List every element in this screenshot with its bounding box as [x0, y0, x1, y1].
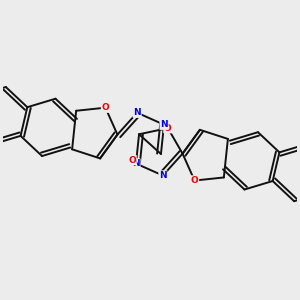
Text: N: N	[159, 171, 167, 180]
Text: O: O	[191, 176, 198, 185]
Text: N: N	[133, 108, 141, 117]
Text: N: N	[132, 159, 140, 168]
Text: O: O	[128, 156, 136, 165]
Text: O: O	[102, 103, 109, 112]
Text: O: O	[164, 124, 172, 133]
Text: N: N	[160, 120, 168, 129]
